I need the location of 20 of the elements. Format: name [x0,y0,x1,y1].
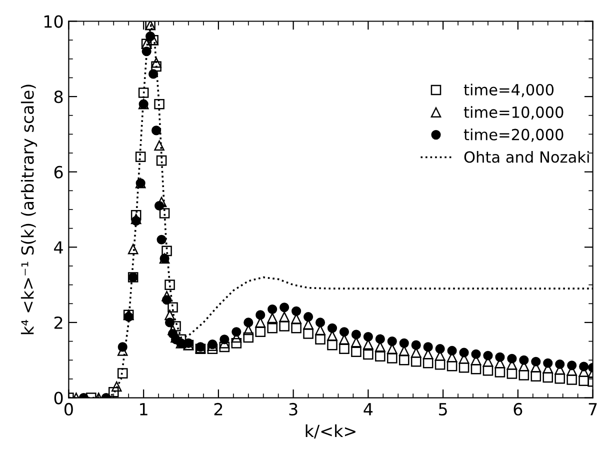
legend-label: time=4,000 [464,84,554,98]
y-tick-label: 8 [54,90,63,104]
x-axis-title: k/<k> [306,424,356,439]
y-tick-label: 6 [54,166,63,178]
legend-label: time=20,000 [464,128,564,142]
legend-label: time=10,000 [464,106,564,120]
x-tick-label: 4 [364,403,373,416]
y-axis-title: k⁴ <k>⁻¹ S(k) (arbitrary scale) [20,84,38,334]
y-tick-label: 2 [54,316,62,329]
y-tick-label: 0 [54,392,63,404]
x-tick-label: 0 [64,402,73,416]
x-tick-label: 5 [439,403,447,416]
y-tick-label: 10 [44,15,63,28]
y-tick-label: 4 [54,241,63,254]
x-tick-label: 2 [214,402,222,416]
x-tick-label: 6 [514,402,522,416]
x-tick-label: 1 [140,403,148,416]
x-tick-label: 3 [289,402,298,416]
legend-label: Ohta and Nozaki [464,150,589,163]
x-tick-label: 7 [588,403,597,416]
